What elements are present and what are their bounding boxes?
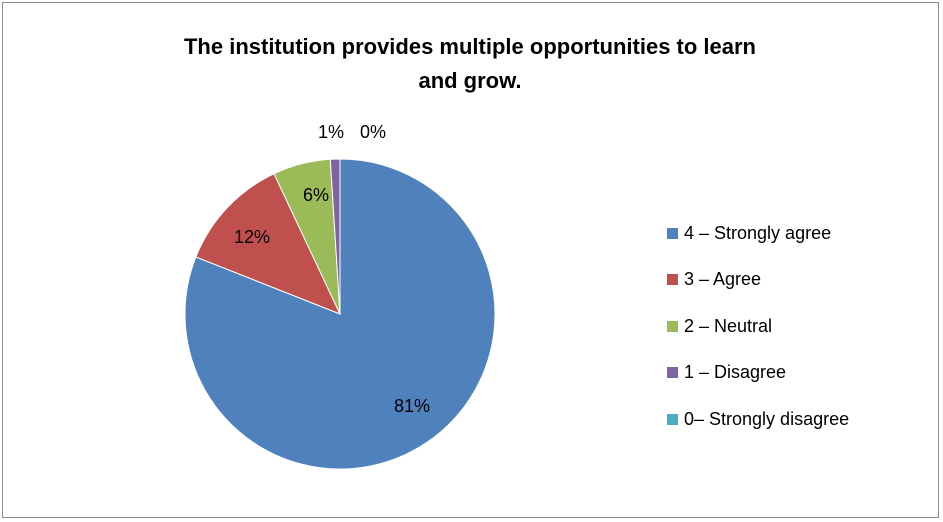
legend-swatch	[667, 274, 678, 286]
legend-label: 3 – Agree	[684, 269, 762, 290]
pie-slice-1-disagree	[329, 158, 341, 315]
legend-item-0-strongly-disagree: 0– Strongly disagree	[667, 396, 849, 443]
legend-item-2-neutral: 2 – Neutral	[667, 303, 849, 350]
legend-item-4-strongly-agree: 4 – Strongly agree	[667, 210, 849, 257]
data-label-0-strongly-disagree: 0%	[360, 122, 386, 142]
data-label-3-agree: 12%	[234, 227, 270, 247]
data-label-2-neutral: 6%	[303, 185, 329, 205]
legend-label: 1 – Disagree	[684, 362, 787, 383]
legend-label: 0– Strongly disagree	[684, 408, 850, 429]
legend: 4 – Strongly agree 3 – Agree 2 – Neutral 1 …	[667, 210, 849, 443]
legend-swatch	[667, 320, 678, 332]
legend-item-1-disagree: 1 – Disagree	[667, 350, 849, 397]
data-label-1-disagree: 1%	[318, 122, 344, 142]
legend-swatch	[667, 413, 678, 425]
legend-item-3-agree: 3 – Agree	[667, 257, 849, 304]
legend-label: 4 – Strongly agree	[684, 222, 832, 243]
pie-slice-3-agree	[195, 173, 341, 315]
legend-swatch	[667, 227, 678, 239]
legend-swatch	[667, 367, 678, 379]
legend-label: 2 – Neutral	[684, 315, 773, 336]
data-label-4-strongly-agree: 81%	[394, 396, 430, 416]
chart-title: The institution provides multiple opport…	[183, 34, 756, 93]
